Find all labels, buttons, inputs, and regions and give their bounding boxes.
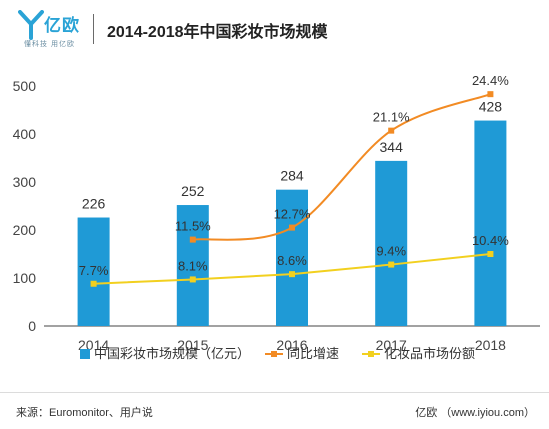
series-marker-1 xyxy=(189,236,196,243)
series-marker-2 xyxy=(90,280,97,287)
bar-2015 xyxy=(176,205,209,326)
series-value-label-2: 10.4% xyxy=(472,233,509,248)
y-tick-label: 0 xyxy=(28,318,36,334)
x-tick-label: 2016 xyxy=(276,337,307,353)
y-tick-label: 400 xyxy=(13,126,37,142)
credit-note: 亿欧 （www.iyiou.com） xyxy=(415,407,535,419)
logo-tagline: 懂科技 用亿欧 xyxy=(24,41,75,48)
series-line-1 xyxy=(192,93,491,241)
page-title: 2014-2018年中国彩妆市场规模 xyxy=(107,24,328,41)
series-value-label-2: 8.6% xyxy=(277,253,307,268)
y-tick-label: 300 xyxy=(13,174,37,190)
bar-value-label: 428 xyxy=(479,99,503,115)
bar-value-label: 344 xyxy=(380,139,404,155)
bar-2018 xyxy=(474,120,507,326)
series-marker-2 xyxy=(388,261,395,268)
legend-swatch-marker xyxy=(368,351,374,357)
series-value-label-1: 24.4% xyxy=(472,73,509,88)
legend-swatch-bar xyxy=(80,349,90,359)
bar-2014 xyxy=(77,217,110,326)
legend-label: 化妆品市场份额 xyxy=(384,346,475,361)
bar-value-label: 226 xyxy=(82,196,106,212)
series-marker-2 xyxy=(487,251,494,257)
series-marker-2 xyxy=(289,271,295,278)
bar-value-label: 252 xyxy=(181,183,205,199)
bar-2016 xyxy=(276,189,308,326)
legend-label: 中国彩妆市场规模（亿元） xyxy=(94,346,250,361)
legend-label: 同比增速 xyxy=(287,346,339,361)
header: 亿欧 懂科技 用亿欧 2014-2018年中国彩妆市场规模 xyxy=(0,0,549,60)
series-marker-1 xyxy=(487,91,494,98)
legend-swatch-marker xyxy=(271,351,277,357)
bar-value-label: 284 xyxy=(280,168,304,184)
header-divider xyxy=(93,14,94,44)
source-note: 来源：Euromonitor、用户说 xyxy=(16,407,153,419)
series-value-label-1: 11.5% xyxy=(175,219,211,234)
footer-divider xyxy=(0,392,549,393)
logo-text: 亿欧 xyxy=(44,16,80,35)
series-value-label-2: 7.7% xyxy=(79,263,109,278)
series-marker-1 xyxy=(388,127,395,134)
x-tick-label: 2015 xyxy=(177,337,208,353)
series-value-label-1: 12.7% xyxy=(274,207,311,222)
series-marker-2 xyxy=(189,276,196,283)
bar-2017 xyxy=(375,160,408,326)
series-marker-1 xyxy=(289,224,295,231)
series-value-label-1: 21.1% xyxy=(373,110,410,125)
series-value-label-2: 9.4% xyxy=(376,244,406,259)
yiou-logo-icon xyxy=(18,10,44,40)
x-tick-label: 2017 xyxy=(376,337,407,353)
x-tick-label: 2018 xyxy=(475,337,506,353)
y-tick-label: 200 xyxy=(13,222,37,238)
y-tick-label: 500 xyxy=(13,78,37,94)
y-tick-label: 100 xyxy=(13,270,37,286)
series-value-label-2: 8.1% xyxy=(178,258,208,273)
